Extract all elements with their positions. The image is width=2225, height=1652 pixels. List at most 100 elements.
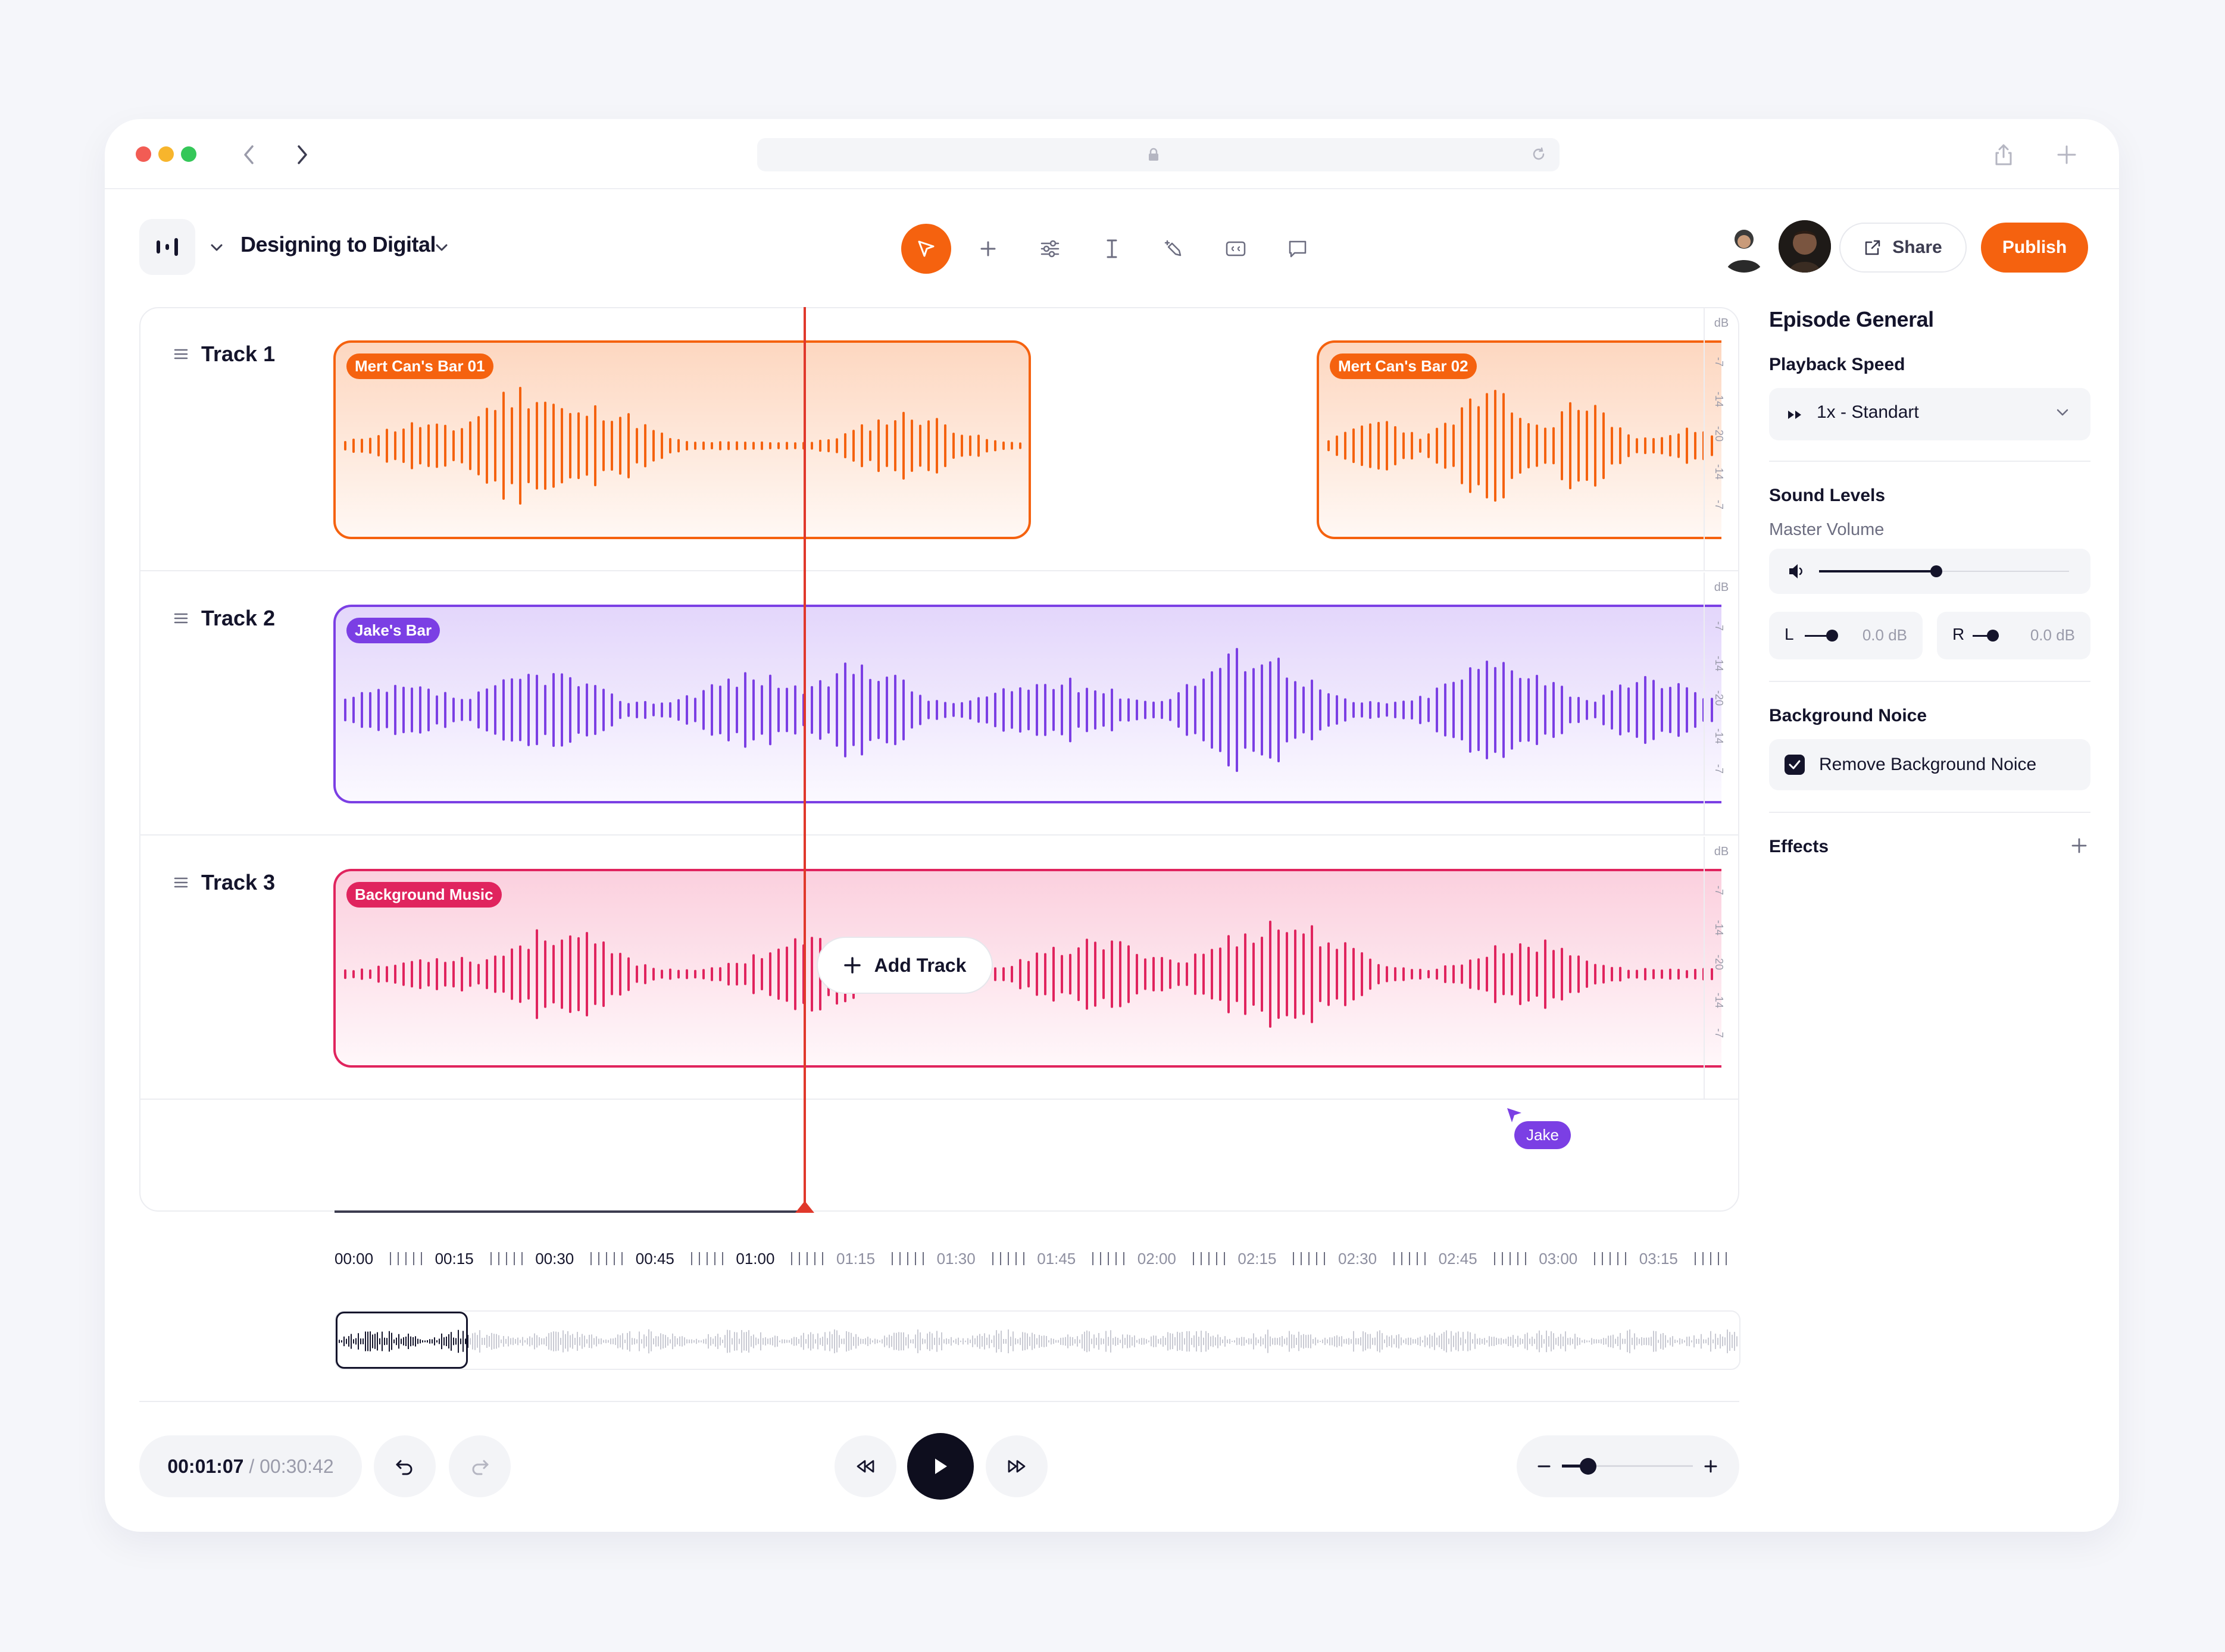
- magic-icon: [1164, 240, 1182, 256]
- ruler-tick: [1594, 1252, 1596, 1265]
- lock-icon: [1148, 148, 1160, 165]
- forward-arrow-icon[interactable]: [288, 140, 317, 169]
- pointer-tool-button[interactable]: [901, 224, 951, 274]
- db-meter: dB -7 -14 -20 -14 -7: [1704, 837, 1738, 1099]
- track-header[interactable]: Track 3: [174, 870, 275, 895]
- played-progress-line: [335, 1210, 805, 1213]
- audio-clip[interactable]: Mert Can's Bar 02: [1317, 340, 1721, 539]
- ruler-tick: [513, 1252, 515, 1265]
- tracks-panel: Track 1 Mert Can's Bar 01 Mert Can's Bar…: [139, 307, 1739, 1212]
- clip-name-badge: Jake's Bar: [346, 618, 440, 643]
- share-page-icon[interactable]: [1988, 139, 2019, 170]
- undo-button[interactable]: [374, 1435, 436, 1497]
- new-tab-icon[interactable]: [2051, 139, 2082, 170]
- zoom-slider-thumb[interactable]: [1580, 1458, 1596, 1475]
- add-tool-button[interactable]: [963, 224, 1013, 274]
- ruler-tick: [899, 1252, 901, 1265]
- project-title[interactable]: Designing to Digital: [240, 232, 436, 256]
- avatar[interactable]: [1718, 220, 1770, 273]
- volume-thumb[interactable]: [1930, 565, 1943, 577]
- share-button[interactable]: Share: [1839, 223, 1967, 273]
- waveform: [344, 387, 1021, 505]
- ruler-tick: [1501, 1252, 1503, 1265]
- add-track-button[interactable]: Add Track: [817, 937, 993, 994]
- ruler-tick: [1625, 1252, 1627, 1265]
- app-logo-button[interactable]: [139, 219, 195, 275]
- ruler-tick: [1023, 1252, 1024, 1265]
- track-header[interactable]: Track 2: [174, 606, 275, 631]
- close-window-dot[interactable]: [136, 146, 151, 162]
- captions-icon: [1226, 241, 1246, 256]
- play-button[interactable]: [907, 1433, 974, 1500]
- right-channel-thumb[interactable]: [1987, 630, 1999, 642]
- zoom-slider-track[interactable]: [1562, 1465, 1693, 1467]
- ruler-tick: [1694, 1252, 1696, 1265]
- zoom-out-icon[interactable]: [1537, 1459, 1551, 1473]
- collaborator-pointer-icon: [1507, 1108, 1521, 1122]
- collaborator-cursor: Jake: [1506, 1107, 1571, 1149]
- adjust-tool-button[interactable]: [1025, 224, 1075, 274]
- db-unit-label: dB: [1714, 845, 1729, 858]
- current-time: 00:01:07: [167, 1455, 244, 1477]
- publish-button[interactable]: Publish: [1981, 223, 2088, 273]
- ruler-label: 02:30: [1338, 1250, 1377, 1268]
- overview-waveform[interactable]: [335, 1310, 1740, 1370]
- overview-viewport-handle[interactable]: [336, 1312, 468, 1369]
- add-effect-icon[interactable]: [2070, 837, 2088, 855]
- remove-noise-checkbox[interactable]: [1785, 755, 1805, 775]
- left-channel-thumb[interactable]: [1826, 630, 1838, 642]
- minimize-window-dot[interactable]: [158, 146, 174, 162]
- comment-tool-button[interactable]: [1273, 224, 1323, 274]
- audio-clip[interactable]: Mert Can's Bar 01: [333, 340, 1031, 539]
- track-header[interactable]: Track 1: [174, 342, 275, 367]
- zoom-in-icon[interactable]: [1704, 1459, 1718, 1473]
- ruler-tick: [992, 1252, 993, 1265]
- remove-noise-option[interactable]: Remove Background Noice: [1769, 739, 2090, 790]
- ruler-tick: [690, 1252, 692, 1265]
- ruler-tick: [1215, 1252, 1217, 1265]
- logo-chevron-down-icon[interactable]: [205, 236, 229, 259]
- drag-handle-icon[interactable]: [174, 877, 188, 888]
- ruler-tick: [598, 1252, 600, 1265]
- audio-clip[interactable]: Jake's Bar: [333, 605, 1721, 803]
- rewind-button[interactable]: [835, 1435, 896, 1497]
- drag-handle-icon[interactable]: [174, 348, 188, 360]
- avatar[interactable]: [1779, 220, 1831, 273]
- ruler-tick: [1509, 1252, 1511, 1265]
- ruler-tick: [1301, 1252, 1302, 1265]
- ruler-tick: [706, 1252, 708, 1265]
- drag-handle-icon[interactable]: [174, 612, 188, 624]
- back-arrow-icon[interactable]: [235, 140, 263, 169]
- text-tool-button[interactable]: [1087, 224, 1137, 274]
- left-channel-label: L: [1785, 625, 1794, 643]
- fast-forward-button[interactable]: [986, 1435, 1048, 1497]
- ruler-tick: [1393, 1252, 1395, 1265]
- playhead-handle[interactable]: [795, 1201, 814, 1213]
- db-tick: -7: [1713, 764, 1725, 774]
- left-channel-control[interactable]: L 0.0 dB: [1769, 612, 1923, 659]
- redo-button[interactable]: [449, 1435, 511, 1497]
- maximize-window-dot[interactable]: [181, 146, 196, 162]
- address-bar[interactable]: [757, 138, 1560, 171]
- audio-clip[interactable]: Background Music: [333, 869, 1721, 1068]
- ruler-tick: [614, 1252, 615, 1265]
- project-chevron-down-icon[interactable]: [431, 237, 452, 258]
- ruler-tick: [1524, 1252, 1526, 1265]
- reload-icon[interactable]: [1531, 146, 1546, 165]
- timeline-ruler[interactable]: 00:00 00:15 00:30 00:45 01:00 01:15 01:30 01:45…: [335, 1250, 1739, 1274]
- playhead[interactable]: [804, 307, 806, 1204]
- ruler-tick: [390, 1252, 391, 1265]
- plus-icon: [843, 957, 861, 974]
- ruler-tick: [907, 1252, 908, 1265]
- captions-tool-button[interactable]: [1211, 224, 1261, 274]
- master-volume-slider[interactable]: [1769, 549, 2090, 594]
- pointer-icon: [918, 240, 935, 257]
- ruler-tick: [1015, 1252, 1017, 1265]
- ruler-tick: [1409, 1252, 1410, 1265]
- magic-tool-button[interactable]: [1149, 224, 1199, 274]
- playback-speed-select[interactable]: 1x - Standart: [1769, 388, 2090, 440]
- play-icon: [935, 1459, 947, 1474]
- right-channel-control[interactable]: R 0.0 dB: [1937, 612, 2090, 659]
- divider: [139, 1401, 1739, 1402]
- ruler-label: 01:00: [736, 1250, 775, 1268]
